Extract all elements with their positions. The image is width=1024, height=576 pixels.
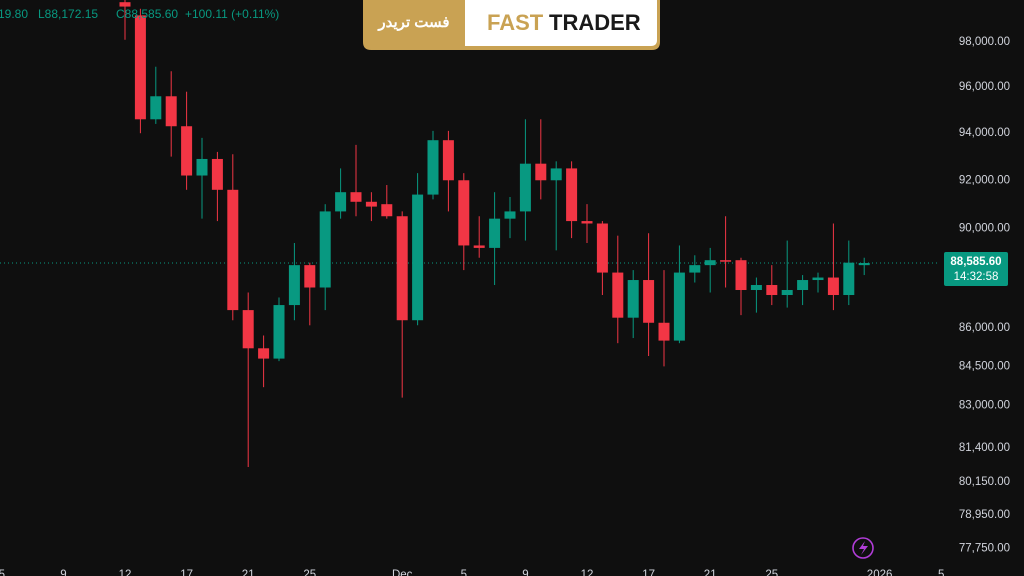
candle-body <box>196 158 208 176</box>
y-tick-label: 96,000.00 <box>959 81 1010 93</box>
candle-body <box>704 260 716 266</box>
candle-body <box>412 194 424 321</box>
candle-body <box>596 223 608 273</box>
last-price-tag <box>944 252 1008 287</box>
candle-body <box>273 305 285 359</box>
candle-body <box>242 310 254 349</box>
ohlc-text: +100.11 (+0.11%) <box>185 7 279 21</box>
candle-body <box>473 245 485 248</box>
candle-body <box>150 96 162 120</box>
candle-body <box>288 265 300 306</box>
x-tick-label: Dec <box>392 569 413 576</box>
candle-body <box>427 140 439 195</box>
candle-body <box>735 260 747 291</box>
logo-fa: فست تریدر <box>377 14 449 31</box>
plot-area <box>0 0 940 468</box>
logo: فست تریدر FAST TRADER <box>363 0 660 50</box>
candle-body <box>858 263 870 266</box>
candle-body <box>181 126 193 176</box>
y-tick-label: 83,000.00 <box>959 400 1010 412</box>
last-price-label: 88,585.60 <box>950 256 1001 268</box>
logo-trader: TRADER <box>549 10 641 35</box>
candle-body <box>843 262 855 296</box>
candle-body <box>211 158 223 190</box>
candle-body <box>504 211 516 219</box>
y-tick-label: 86,000.00 <box>959 322 1010 334</box>
candle-body <box>673 272 685 341</box>
candle-body <box>720 260 732 262</box>
candle-body <box>750 285 762 291</box>
x-tick-label: 12 <box>581 569 594 576</box>
candle-body <box>766 285 778 296</box>
candle-body <box>304 265 316 288</box>
candle-body <box>227 189 239 311</box>
candle-body <box>396 216 408 321</box>
lightning-icon[interactable] <box>852 537 874 559</box>
candle-body <box>550 168 562 181</box>
y-tick-label: 94,000.00 <box>959 127 1010 139</box>
candle-body <box>365 201 377 207</box>
x-tick-label: 2026 <box>867 569 893 576</box>
x-tick-label: 12 <box>119 569 132 576</box>
x-tick-label: 9 <box>522 569 528 576</box>
x-tick-label: 17 <box>642 569 655 576</box>
ohlc-header: 19.80 L88,172.15 C88,585.60 +100.11 (+0.… <box>0 7 279 21</box>
ohlc-text: 19.80 <box>0 7 28 21</box>
x-tick-label: 9 <box>60 569 66 576</box>
candle-body <box>581 221 593 224</box>
candle-body <box>350 192 362 202</box>
y-tick-label: 84,500.00 <box>959 360 1010 372</box>
candle-body <box>458 180 470 246</box>
candle-body <box>612 272 624 318</box>
candle-body <box>335 192 347 212</box>
candle-body <box>519 163 531 212</box>
y-tick-label: 90,000.00 <box>959 222 1010 234</box>
x-tick-label: 17 <box>180 569 193 576</box>
candle-body <box>442 140 454 181</box>
x-tick-label: 5 <box>461 569 467 576</box>
candle-body <box>319 211 331 288</box>
ohlc-text: C88,585.60 <box>116 7 178 21</box>
x-tick-label: 25 <box>303 569 316 576</box>
x-tick-label: 5 <box>938 569 944 576</box>
candle-body <box>134 15 146 120</box>
candle-body <box>781 290 793 296</box>
y-tick-label: 80,150.00 <box>959 476 1010 488</box>
ohlc-text: L88,172.15 <box>38 7 98 21</box>
candle-body <box>119 2 131 7</box>
candle-body <box>643 280 655 323</box>
countdown-label: 14:32:58 <box>954 271 999 283</box>
candle-body <box>797 280 809 291</box>
y-tick-label: 77,750.00 <box>959 543 1010 555</box>
candle-body <box>658 322 670 341</box>
candle-body <box>627 280 639 318</box>
logo-fast: FAST <box>487 10 544 35</box>
x-tick-label: 21 <box>704 569 717 576</box>
x-tick-label: 21 <box>242 569 255 576</box>
candle-body <box>489 218 501 248</box>
candle-body <box>812 277 824 281</box>
y-tick-label: 92,000.00 <box>959 174 1010 186</box>
y-tick-label: 81,400.00 <box>959 442 1010 454</box>
y-tick-label: 78,950.00 <box>959 509 1010 521</box>
candle-body <box>535 163 547 181</box>
candle-body <box>381 204 393 217</box>
candle-body <box>827 277 839 296</box>
x-tick-label: 5 <box>0 569 5 576</box>
candle-body <box>258 348 270 359</box>
candle-body <box>689 265 701 273</box>
candle-body <box>165 96 177 127</box>
candle-body <box>566 168 578 222</box>
x-tick-label: 25 <box>765 569 778 576</box>
y-tick-label: 98,000.00 <box>959 36 1010 48</box>
